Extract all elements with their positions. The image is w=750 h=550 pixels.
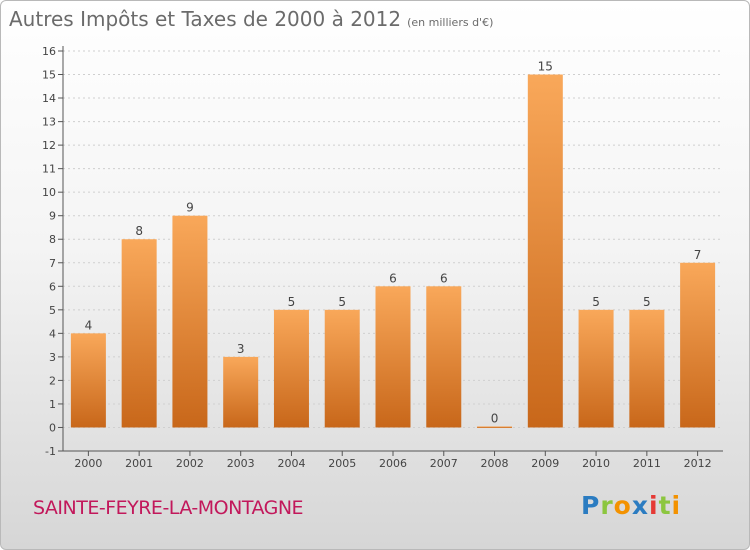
x-tick-label: 2005 <box>328 457 356 470</box>
bar-2005 <box>324 309 360 428</box>
chart-subtitle: (en milliers d'€) <box>407 16 494 29</box>
y-tick-label: 12 <box>42 139 56 152</box>
chart-title-text: Autres Impôts et Taxes de 2000 à 2012 <box>9 7 402 31</box>
logo-letter: i <box>649 491 659 520</box>
data-label: 7 <box>694 248 702 262</box>
bars <box>70 74 716 428</box>
data-label: 9 <box>186 201 194 215</box>
bar-2011 <box>629 309 665 428</box>
y-tick-label: 2 <box>49 374 56 387</box>
y-tick-label: 16 <box>42 45 56 58</box>
y-tick-label: 4 <box>49 327 56 340</box>
bar-2012 <box>680 262 716 428</box>
y-tick-label: 1 <box>49 398 56 411</box>
data-label: 3 <box>237 342 245 356</box>
y-tick-label: 0 <box>49 421 56 434</box>
y-tick-label: 11 <box>42 163 56 176</box>
bar-2002 <box>172 215 208 428</box>
data-label: 5 <box>288 295 296 309</box>
y-tick-label: 13 <box>42 116 56 129</box>
chart-title: Autres Impôts et Taxes de 2000 à 2012 (en… <box>9 7 493 31</box>
y-tick-label: 5 <box>49 304 56 317</box>
y-tick-label: -1 <box>45 445 56 458</box>
data-label: 6 <box>389 271 397 285</box>
data-label: 0 <box>491 411 499 425</box>
logo-letter: x <box>631 491 649 520</box>
proxiti-logo[interactable]: Proxiti <box>581 491 681 520</box>
labels: -101234567891011121314151642000820019200… <box>42 45 712 470</box>
logo-letter: o <box>613 491 632 520</box>
y-tick-label: 10 <box>42 186 56 199</box>
y-tick-label: 15 <box>42 69 56 82</box>
data-label: 15 <box>538 60 553 74</box>
bar-2008 <box>477 426 513 428</box>
logo-letter: P <box>581 491 601 520</box>
x-tick-label: 2003 <box>227 457 255 470</box>
bar-2004 <box>273 309 309 428</box>
data-label: 4 <box>85 318 93 332</box>
y-tick-label: 8 <box>49 233 56 246</box>
bar-2010 <box>578 309 614 428</box>
data-label: 6 <box>440 271 448 285</box>
axes <box>58 46 723 456</box>
bar-2001 <box>121 239 157 428</box>
y-tick-label: 6 <box>49 280 56 293</box>
y-tick-label: 3 <box>49 351 56 364</box>
bar-2006 <box>375 286 411 428</box>
logo-letter: t <box>658 491 672 520</box>
x-tick-label: 2010 <box>582 457 610 470</box>
y-tick-label: 14 <box>42 92 56 105</box>
x-tick-label: 2001 <box>125 457 153 470</box>
x-tick-label: 2006 <box>379 457 407 470</box>
x-tick-label: 2008 <box>481 457 509 470</box>
x-tick-label: 2012 <box>684 457 712 470</box>
logo-letter: i <box>671 491 682 520</box>
data-label: 8 <box>135 224 143 238</box>
data-label: 5 <box>643 295 651 309</box>
x-tick-label: 2000 <box>74 457 102 470</box>
x-tick-label: 2004 <box>277 457 305 470</box>
x-tick-label: 2011 <box>633 457 661 470</box>
logo-letter: r <box>600 491 614 520</box>
y-tick-label: 7 <box>49 257 56 270</box>
bar-2003 <box>223 356 259 428</box>
bar-2009 <box>527 74 563 428</box>
data-label: 5 <box>592 295 600 309</box>
y-tick-label: 9 <box>49 210 56 223</box>
commune-name: SAINTE-FEYRE-LA-MONTAGNE <box>33 497 304 519</box>
x-tick-label: 2009 <box>531 457 559 470</box>
x-tick-label: 2002 <box>176 457 204 470</box>
bar-2000 <box>70 333 106 428</box>
bar-2007 <box>426 286 462 428</box>
data-label: 5 <box>338 295 346 309</box>
x-tick-label: 2007 <box>430 457 458 470</box>
